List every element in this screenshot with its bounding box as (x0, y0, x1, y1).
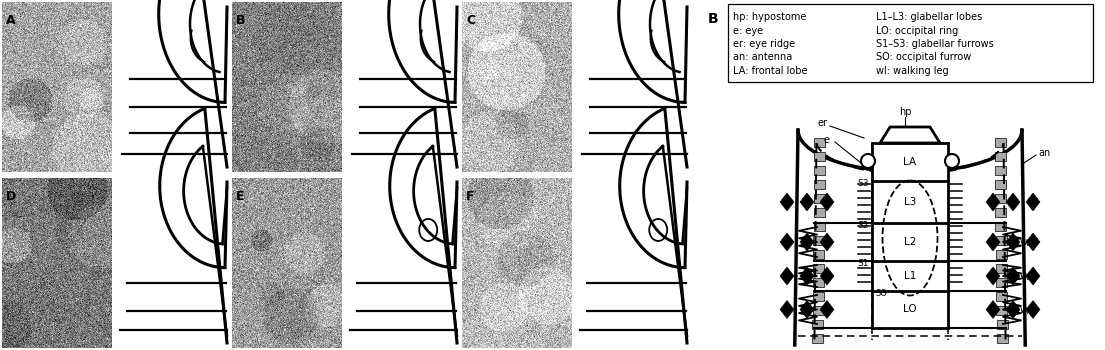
Polygon shape (1027, 233, 1040, 251)
Bar (996, 194, 1007, 203)
Polygon shape (800, 267, 814, 285)
Text: LA: LA (904, 157, 916, 167)
Text: L3: L3 (904, 197, 916, 207)
Text: wl: walking leg: wl: walking leg (876, 66, 948, 76)
Text: hp: hypostome: hp: hypostome (733, 12, 807, 22)
Polygon shape (780, 233, 794, 251)
Circle shape (945, 154, 959, 168)
Polygon shape (986, 301, 1000, 318)
Bar (996, 208, 1007, 217)
Bar (343, 178, 460, 348)
Text: S1: S1 (857, 259, 869, 267)
Bar (812, 334, 823, 343)
Text: L2: L2 (904, 237, 916, 247)
Bar (813, 264, 824, 273)
Bar (814, 166, 825, 175)
Bar (343, 2, 460, 172)
Bar (813, 278, 824, 287)
Text: A: A (6, 14, 15, 27)
Polygon shape (780, 193, 794, 211)
Polygon shape (820, 233, 834, 251)
Bar (813, 292, 823, 301)
Text: hp: hp (898, 107, 912, 117)
Bar (813, 222, 824, 231)
Bar (572, 2, 690, 172)
Polygon shape (1006, 193, 1020, 211)
Bar (112, 2, 230, 172)
Bar (997, 334, 1008, 343)
Text: SO: occipital furrow: SO: occipital furrow (876, 52, 971, 63)
Polygon shape (800, 233, 814, 251)
Bar (813, 194, 824, 203)
Bar (994, 166, 1006, 175)
Bar (812, 306, 823, 315)
Text: an: an (1038, 148, 1050, 158)
Text: C: C (466, 14, 475, 27)
Bar (813, 208, 824, 217)
Bar (994, 180, 1006, 189)
Text: S2: S2 (857, 220, 869, 230)
Polygon shape (1027, 193, 1040, 211)
Bar (812, 320, 823, 329)
Text: S1–S3: glabellar furrows: S1–S3: glabellar furrows (876, 39, 993, 49)
Bar (872, 143, 948, 328)
Bar (112, 178, 230, 348)
Bar (996, 222, 1007, 231)
Text: LO: occipital ring: LO: occipital ring (876, 26, 958, 35)
Bar (813, 250, 824, 259)
Polygon shape (1006, 233, 1020, 251)
Circle shape (861, 154, 875, 168)
Polygon shape (1027, 301, 1040, 318)
Bar (572, 178, 690, 348)
Text: D: D (6, 190, 17, 203)
Bar (996, 250, 1007, 259)
Bar (996, 236, 1007, 245)
Polygon shape (1027, 267, 1040, 285)
Polygon shape (800, 193, 814, 211)
Bar (994, 138, 1006, 147)
Text: F: F (466, 190, 474, 203)
Bar (996, 278, 1007, 287)
Text: er: er (817, 118, 827, 128)
Polygon shape (820, 267, 834, 285)
Text: SO: SO (876, 288, 888, 298)
Text: w/2: w/2 (1020, 271, 1038, 281)
Text: w/3: w/3 (1020, 304, 1036, 315)
Polygon shape (880, 127, 940, 143)
Polygon shape (986, 233, 1000, 251)
Polygon shape (820, 193, 834, 211)
Polygon shape (1006, 267, 1020, 285)
Bar (997, 292, 1008, 301)
Bar (996, 264, 1007, 273)
Bar (994, 152, 1006, 161)
Text: B: B (236, 14, 245, 27)
Polygon shape (986, 267, 1000, 285)
Bar (997, 320, 1008, 329)
Text: an: antenna: an: antenna (733, 52, 792, 63)
Polygon shape (820, 301, 834, 318)
Bar (997, 306, 1008, 315)
Text: B: B (708, 12, 718, 26)
Bar (814, 138, 825, 147)
Bar (814, 152, 825, 161)
Bar (813, 236, 824, 245)
Text: LA: frontal lobe: LA: frontal lobe (733, 66, 808, 76)
Text: LO: LO (903, 304, 917, 315)
Polygon shape (986, 193, 1000, 211)
Text: e: eye: e: eye (733, 26, 764, 35)
Text: e: e (824, 135, 830, 145)
Polygon shape (780, 301, 794, 318)
Bar (814, 180, 825, 189)
Bar (728, 4, 1093, 82)
Polygon shape (780, 267, 794, 285)
Polygon shape (800, 301, 814, 318)
Text: S3: S3 (857, 178, 869, 188)
Text: L1–L3: glabellar lobes: L1–L3: glabellar lobes (876, 12, 982, 22)
Text: w/1: w/1 (1020, 237, 1036, 247)
Text: E: E (236, 190, 244, 203)
Text: L1: L1 (904, 271, 916, 281)
Polygon shape (1006, 301, 1020, 318)
Text: er: eye ridge: er: eye ridge (733, 39, 796, 49)
